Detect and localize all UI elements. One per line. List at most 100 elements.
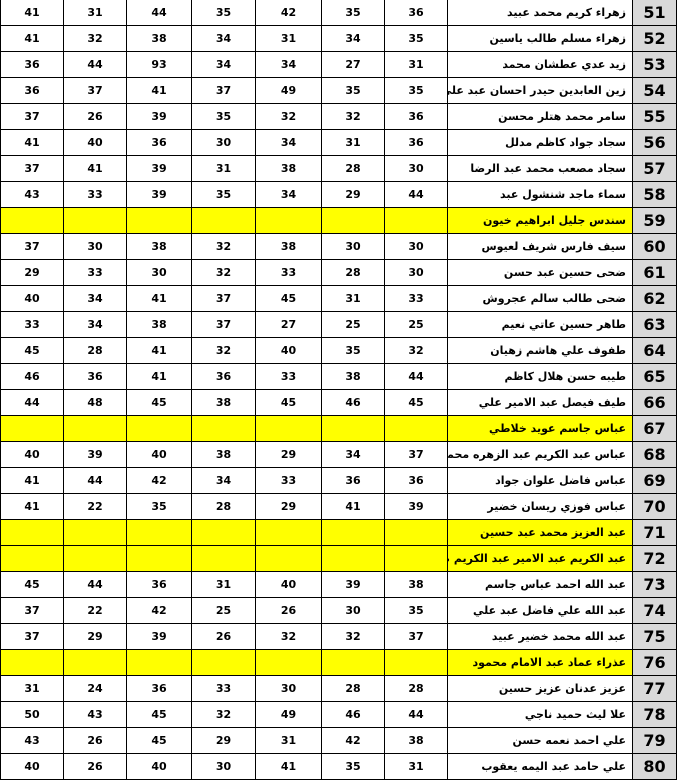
row-number: 73 xyxy=(633,572,677,598)
score-cell: 34 xyxy=(322,26,385,52)
score-cell: 39 xyxy=(64,442,127,468)
score-cell: 30 xyxy=(256,676,322,702)
score-cell xyxy=(385,416,448,442)
score-cell: 35 xyxy=(385,598,448,624)
score-cell: 32 xyxy=(64,26,127,52)
score-cell: 29 xyxy=(192,728,256,754)
score-cell: 38 xyxy=(385,572,448,598)
score-cell xyxy=(385,650,448,676)
score-cell: 30 xyxy=(192,130,256,156)
score-cell: 35 xyxy=(322,78,385,104)
score-cell: 45 xyxy=(127,728,192,754)
score-cell: 38 xyxy=(256,234,322,260)
score-cell: 42 xyxy=(322,728,385,754)
score-cell: 33 xyxy=(256,260,322,286)
score-cell: 46 xyxy=(0,364,64,390)
score-cell: 34 xyxy=(322,442,385,468)
score-cell: 41 xyxy=(127,78,192,104)
score-cell: 31 xyxy=(192,572,256,598)
row-number: 63 xyxy=(633,312,677,338)
score-cell: 35 xyxy=(322,338,385,364)
student-name: عبد الله علي فاضل عبد علي xyxy=(448,598,633,624)
score-cell xyxy=(127,520,192,546)
score-cell xyxy=(127,546,192,572)
row-number: 74 xyxy=(633,598,677,624)
score-cell: 35 xyxy=(385,78,448,104)
score-cell: 40 xyxy=(127,754,192,780)
score-cell: 41 xyxy=(64,156,127,182)
score-cell: 27 xyxy=(256,312,322,338)
table-row: 46 36 41 36 33 38 44 طيبه حسن هلال كاظم 65 xyxy=(0,364,677,390)
score-cell: 25 xyxy=(322,312,385,338)
score-cell xyxy=(0,650,64,676)
score-cell xyxy=(0,546,64,572)
table-row: 45 44 36 31 40 39 38 عبد الله احمد عباس جاسم 73 xyxy=(0,572,677,598)
score-cell: 39 xyxy=(127,182,192,208)
score-cell: 36 xyxy=(192,364,256,390)
score-cell: 24 xyxy=(64,676,127,702)
score-cell: 35 xyxy=(192,104,256,130)
score-cell: 36 xyxy=(322,468,385,494)
score-cell: 34 xyxy=(64,312,127,338)
score-cell: 36 xyxy=(385,0,448,26)
row-number: 71 xyxy=(633,520,677,546)
table-row: 43 33 39 35 34 29 44 سماء ماجد شنشول عبد 58 xyxy=(0,182,677,208)
score-cell xyxy=(127,208,192,234)
score-cell: 33 xyxy=(192,676,256,702)
table-row: 29 33 30 32 33 28 30 ضحى حسين عبد حسن 61 xyxy=(0,260,677,286)
score-cell: 28 xyxy=(385,676,448,702)
score-cell: 31 xyxy=(192,156,256,182)
row-number: 77 xyxy=(633,676,677,702)
student-name: عباس فوزي ريسان خضير xyxy=(448,494,633,520)
score-cell: 31 xyxy=(256,728,322,754)
score-cell: 34 xyxy=(256,130,322,156)
score-cell: 37 xyxy=(385,624,448,650)
score-cell: 40 xyxy=(0,754,64,780)
row-number: 62 xyxy=(633,286,677,312)
table-row: 37 41 39 31 38 28 30 سجاد مصعب محمد عبد الرضا 57 xyxy=(0,156,677,182)
score-cell: 26 xyxy=(192,624,256,650)
score-cell: 35 xyxy=(322,0,385,26)
score-cell: 36 xyxy=(0,52,64,78)
score-cell: 39 xyxy=(127,624,192,650)
student-name: زيد عدي عطشان محمد xyxy=(448,52,633,78)
score-cell: 33 xyxy=(0,312,64,338)
score-cell: 36 xyxy=(385,468,448,494)
student-name: طفوف علي هاشم زهيان xyxy=(448,338,633,364)
student-name: علي حامد عبد اليمه يعقوب xyxy=(448,754,633,780)
score-cell: 32 xyxy=(192,260,256,286)
score-cell: 45 xyxy=(385,390,448,416)
student-name: زين العابدين حيدر احسان عبد علي xyxy=(448,78,633,104)
score-cell: 35 xyxy=(322,754,385,780)
table-row: 36 37 41 37 49 35 35 زين العابدين حيدر احسان عب… xyxy=(0,78,677,104)
table-row: 37 26 39 35 32 32 36 سامر محمد هتلر محسن 55 xyxy=(0,104,677,130)
student-name: سجاد مصعب محمد عبد الرضا xyxy=(448,156,633,182)
score-cell xyxy=(0,416,64,442)
score-cell: 27 xyxy=(322,52,385,78)
score-cell: 38 xyxy=(385,728,448,754)
table-row: 41 44 42 34 33 36 36 عباس فاضل علوان جواد 69 xyxy=(0,468,677,494)
score-cell: 49 xyxy=(256,78,322,104)
student-name: زهراء مسلم طالب ياسين xyxy=(448,26,633,52)
row-number: 58 xyxy=(633,182,677,208)
score-cell: 31 xyxy=(256,26,322,52)
score-cell: 45 xyxy=(127,390,192,416)
row-number: 67 xyxy=(633,416,677,442)
score-cell: 38 xyxy=(192,390,256,416)
score-cell: 32 xyxy=(322,624,385,650)
score-cell: 31 xyxy=(322,130,385,156)
score-cell: 46 xyxy=(322,702,385,728)
score-cell: 45 xyxy=(127,702,192,728)
score-cell: 39 xyxy=(127,156,192,182)
score-cell xyxy=(322,208,385,234)
score-cell: 34 xyxy=(192,468,256,494)
score-cell: 30 xyxy=(385,234,448,260)
score-cell: 37 xyxy=(0,156,64,182)
student-name: سندس جليل ابراهيم خيون xyxy=(448,208,633,234)
score-cell: 38 xyxy=(127,312,192,338)
score-cell xyxy=(64,520,127,546)
score-cell xyxy=(322,520,385,546)
table-row: 50 43 45 32 49 46 44 علا ليث حميد ناجي 78 xyxy=(0,702,677,728)
score-cell: 28 xyxy=(322,676,385,702)
row-number: 55 xyxy=(633,104,677,130)
